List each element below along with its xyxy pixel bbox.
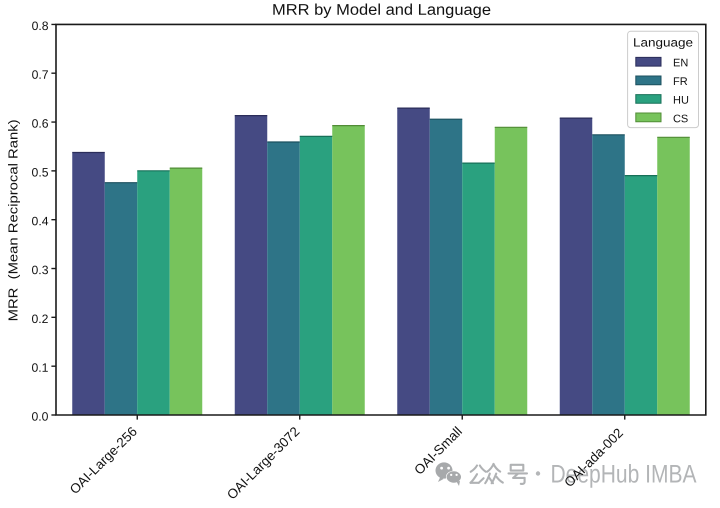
svg-text:0.4: 0.4 <box>32 214 49 228</box>
svg-text:DeepHub IMBA: DeepHub IMBA <box>550 461 696 489</box>
svg-text:EN: EN <box>673 57 688 69</box>
svg-text:MRR (Mean Reciprocal Rank): MRR (Mean Reciprocal Rank) <box>6 119 21 321</box>
svg-text:Language: Language <box>633 35 693 49</box>
svg-text:FR: FR <box>673 76 688 88</box>
svg-text:0.7: 0.7 <box>32 68 49 82</box>
svg-text:0.2: 0.2 <box>32 312 49 326</box>
svg-text:0.6: 0.6 <box>32 117 49 131</box>
svg-text:0.5: 0.5 <box>32 165 49 179</box>
svg-text:HU: HU <box>673 95 689 107</box>
svg-text:0.0: 0.0 <box>31 410 48 424</box>
svg-text:0.1: 0.1 <box>31 361 48 375</box>
svg-text:0.3: 0.3 <box>32 263 49 277</box>
svg-text:CS: CS <box>673 113 688 125</box>
svg-text:MRR by Model and Language: MRR by Model and Language <box>272 2 491 19</box>
svg-text:0.8: 0.8 <box>32 19 49 33</box>
